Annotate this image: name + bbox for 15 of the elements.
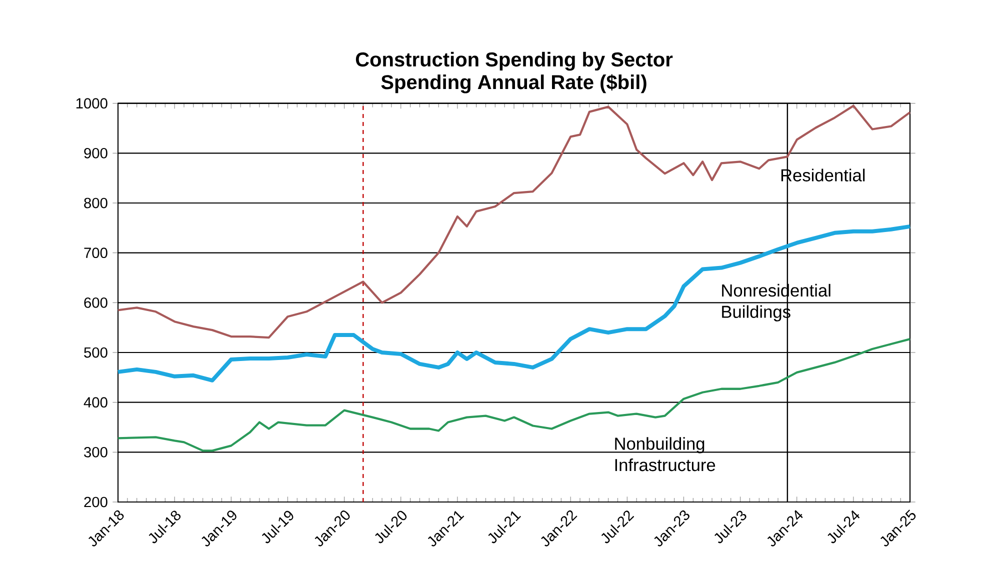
series-label: Nonbuilding Infrastructure [615, 437, 716, 472]
y-tick-label: 200 [84, 496, 108, 508]
line-series [116, 104, 912, 339]
y-tick-label: 900 [84, 148, 108, 158]
line-series [116, 224, 912, 382]
y-tick-label: 500 [84, 347, 108, 358]
line-series [116, 338, 912, 452]
y-tick-label: 600 [84, 297, 108, 308]
y-tick-label: 800 [84, 198, 108, 208]
chart-title: Construction Spending by Sector [356, 52, 673, 71]
y-tick-label: 400 [84, 397, 108, 408]
y-tick-label: 700 [84, 248, 108, 258]
y-tick-label: 300 [84, 446, 108, 458]
chart-subtitle: Spending Annual Rate ($bil) [381, 74, 646, 94]
y-tick-label: 1000 [76, 98, 108, 109]
